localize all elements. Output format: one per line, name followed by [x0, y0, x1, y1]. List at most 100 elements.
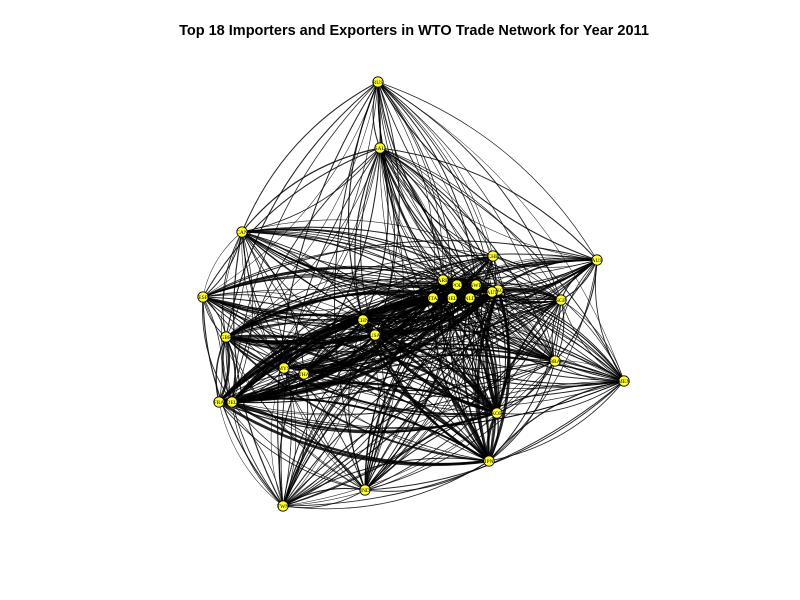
edge-mys-aus	[283, 259, 598, 369]
node-label: KOR	[491, 411, 503, 417]
edge-aut-kor	[483, 291, 498, 414]
edge-rus-gbr	[225, 81, 379, 338]
edge-tha-rus	[303, 81, 381, 375]
edge-are-sau	[379, 147, 444, 281]
node-label: CAN	[236, 230, 248, 236]
edge-twn-usa	[282, 334, 376, 507]
node-esp: ESP	[197, 291, 209, 303]
edge-ind-aut	[364, 291, 493, 491]
edge-are-gbr	[225, 278, 444, 338]
edge-pol-twn	[282, 284, 458, 507]
edge-pol-mys	[283, 284, 458, 369]
node-label: CHE	[488, 254, 500, 260]
node-label: TWN	[277, 504, 290, 510]
edge-can-sau	[241, 147, 381, 233]
edge-rus-twn	[277, 81, 379, 507]
edge-bra-gbr	[225, 317, 556, 362]
node-label: BRA	[549, 359, 560, 365]
edge-esp-mex	[202, 296, 625, 389]
edge-jpn-nld	[469, 297, 497, 462]
edge-ita-jpn	[432, 297, 490, 462]
edge-sau-esp	[202, 147, 381, 298]
edge-gbr-can	[225, 231, 246, 338]
node-label: NLD	[464, 296, 475, 302]
node-circle	[372, 76, 384, 88]
node-circle	[213, 396, 225, 408]
node-twn: TWN	[277, 500, 290, 512]
node-circle	[618, 375, 630, 387]
edge-esp-can	[202, 231, 243, 298]
node-label: MEX	[618, 379, 630, 385]
node-usa: USA	[369, 329, 381, 341]
node-label: GBR	[220, 335, 232, 341]
edge-esp-kor	[202, 296, 498, 414]
node-tha: THA	[298, 368, 310, 380]
node-circle	[487, 250, 499, 262]
edge-aus-bra	[554, 259, 598, 362]
node-label: POL	[452, 283, 463, 289]
edge-swe-sau	[379, 147, 477, 286]
node-circle	[236, 226, 248, 238]
edge-pol-kor	[456, 284, 498, 414]
node-circle	[359, 484, 371, 496]
edge-mex-rus	[377, 81, 625, 382]
edge-tha-can	[241, 231, 305, 375]
edge-twn-bra	[282, 360, 556, 507]
edge-mys-swe	[283, 284, 477, 369]
edge-pol-can	[241, 229, 458, 286]
edge-ind-fra	[218, 401, 366, 491]
edge-tha-mex	[303, 373, 625, 407]
edge-aus-gbr	[225, 253, 598, 338]
edge-che-deu	[231, 255, 494, 403]
edge-mex-esp	[202, 289, 625, 382]
edge-bra-sau	[379, 147, 556, 362]
edge-bra-aut	[491, 291, 556, 362]
node-pol: POL	[451, 279, 463, 291]
edge-can-kor	[241, 231, 498, 414]
edge-tha-swe	[303, 284, 477, 375]
edge-mex-nld	[469, 297, 625, 382]
edge-ind-bra	[364, 360, 556, 491]
edge-aut-mex	[491, 291, 625, 382]
node-mys: MYS	[278, 362, 290, 374]
node-label: BEL	[447, 296, 458, 302]
node-circle	[483, 455, 495, 467]
node-che: CHE	[487, 250, 500, 262]
node-are: ARE	[437, 274, 449, 286]
edge-mys-pol	[283, 284, 458, 369]
edge-che-sau	[379, 147, 494, 257]
edge-twn-ind	[282, 489, 366, 508]
edge-nld-jpn	[462, 297, 490, 462]
edge-bra-fra	[218, 347, 556, 403]
edge-aus-swe	[475, 257, 598, 286]
edge-mys-sgp	[283, 299, 562, 372]
node-label: SAU	[374, 146, 385, 152]
edge-chn-esp	[202, 291, 364, 321]
edge-esp-bra	[202, 296, 556, 370]
edge-sau-can	[241, 147, 381, 233]
edge-rus-sau	[372, 81, 381, 149]
edge-twn-kor	[282, 412, 498, 507]
node-circle	[374, 142, 386, 154]
edge-tha-ind	[303, 373, 366, 491]
node-circle	[555, 294, 567, 306]
edge-tha-jpn	[303, 373, 490, 462]
node-circle	[437, 274, 449, 286]
node-rus: RUS	[372, 76, 384, 88]
edge-fra-esp	[202, 296, 223, 403]
edge-pol-gbr	[225, 281, 458, 338]
edge-aut-ind	[364, 291, 493, 491]
edge-aus-deu	[231, 259, 598, 403]
edge-sgp-swe	[475, 282, 562, 301]
edge-are-usa	[374, 279, 444, 336]
edge-fra-twn	[218, 401, 284, 507]
edge-mys-twn	[270, 367, 285, 507]
node-label: JPN	[484, 459, 493, 465]
node-circle	[220, 331, 232, 343]
edge-sau-che	[379, 147, 494, 257]
node-jpn: JPN	[483, 455, 495, 467]
edge-aut-rus	[377, 81, 493, 293]
node-deu: DEU	[226, 396, 238, 408]
node-circle	[298, 368, 310, 380]
